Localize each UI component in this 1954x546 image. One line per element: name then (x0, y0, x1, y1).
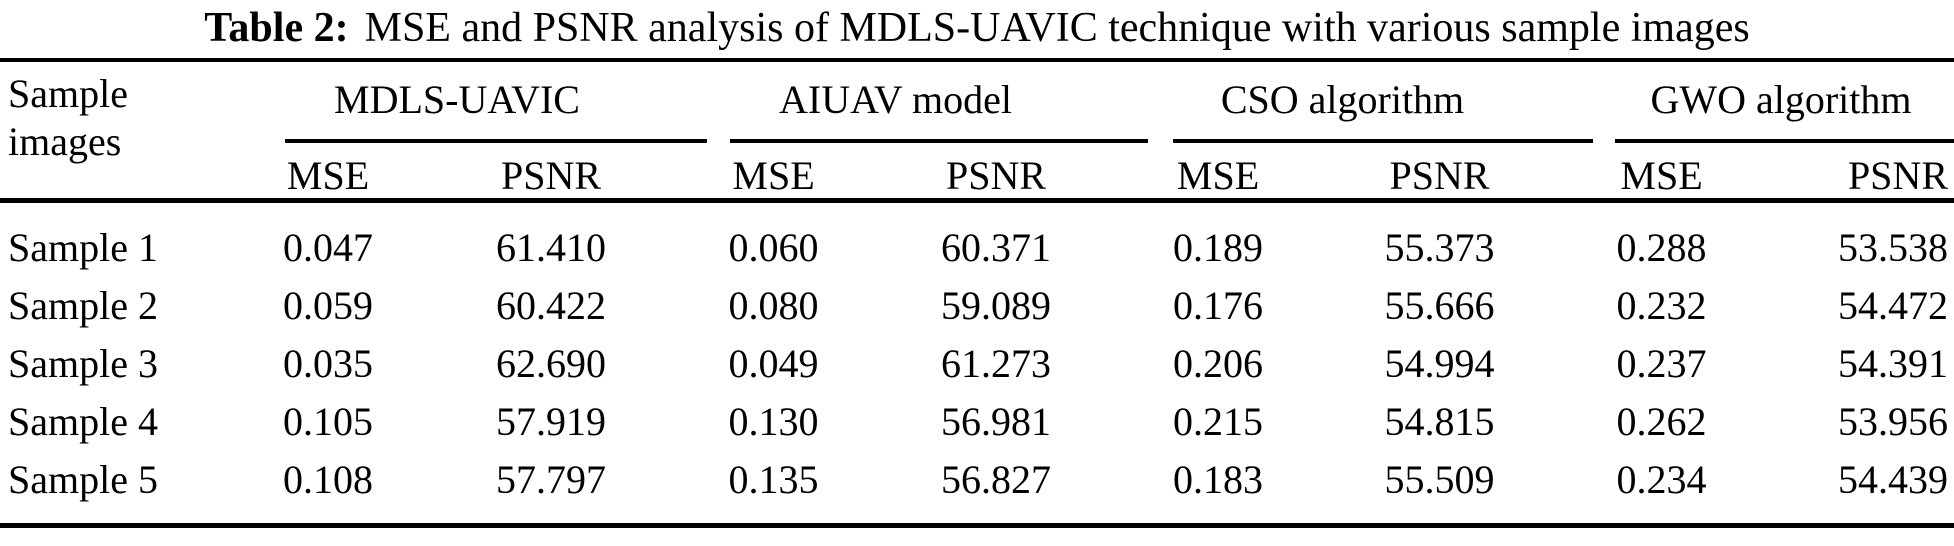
value-cell: 0.047 (283, 224, 373, 270)
value-cell: 62.690 (496, 340, 606, 386)
value-cell: 0.215 (1173, 398, 1263, 444)
value-cell: 0.234 (1616, 456, 1707, 502)
cmidrule-gwo (1615, 139, 1954, 143)
subheader-mse-2: MSE (732, 153, 815, 198)
value-cell: 61.273 (941, 340, 1051, 386)
top-rule (0, 58, 1954, 62)
value-cell: 55.509 (1384, 456, 1495, 502)
value-cell: 0.080 (728, 282, 819, 328)
table-row: Sample 3 0.035 62.690 0.049 61.273 0.206… (0, 334, 1954, 392)
row-label: Sample 2 (8, 282, 158, 328)
value-cell: 0.049 (728, 340, 819, 386)
header-rule (0, 198, 1954, 203)
value-cell: 0.059 (283, 282, 373, 328)
value-cell: 56.827 (941, 456, 1051, 502)
group-header-aiuav-model: AIUAV model (779, 76, 1012, 122)
subheader-psnr-1: PSNR (500, 153, 602, 198)
value-cell: 0.035 (283, 340, 373, 386)
value-cell: 0.288 (1616, 224, 1707, 270)
table-caption: Table 2: MSE and PSNR analysis of MDLS-UA… (0, 4, 1954, 53)
table-caption-text: MSE and PSNR analysis of MDLS-UAVIC tech… (364, 5, 1750, 51)
cmidrule-aiuav (730, 139, 1148, 143)
table-row: Sample 1 0.047 61.410 0.060 60.371 0.189… (0, 198, 1954, 276)
value-cell: 0.130 (728, 398, 819, 444)
value-cell: 60.371 (941, 224, 1051, 270)
group-header-cso-algorithm: CSO algorithm (1220, 76, 1465, 122)
value-cell: 59.089 (941, 282, 1051, 328)
value-cell: 54.472 (1838, 282, 1948, 328)
results-table: Sample images MDLS-UAVIC AIUAV model CSO… (0, 58, 1954, 508)
subheader-mse-1: MSE (286, 153, 370, 198)
subheader-row: MSE PSNR MSE PSNR MSE PSNR MSE PSNR (0, 140, 1954, 198)
value-cell: 54.994 (1384, 340, 1495, 386)
row-header-line2: images (8, 119, 122, 164)
value-cell: 0.232 (1616, 282, 1707, 328)
table-caption-label: Table 2: (204, 5, 349, 51)
value-cell: 0.262 (1616, 398, 1707, 444)
table-row: Sample 4 0.105 57.919 0.130 56.981 0.215… (0, 392, 1954, 450)
table-row: Sample 2 0.059 60.422 0.080 59.089 0.176… (0, 276, 1954, 334)
value-cell: 0.189 (1173, 224, 1263, 270)
value-cell: 60.422 (496, 282, 606, 328)
row-label: Sample 5 (8, 456, 158, 502)
value-cell: 57.919 (496, 398, 606, 444)
value-cell: 55.666 (1384, 282, 1495, 328)
cmidrule-mdls (285, 139, 707, 143)
subheader-psnr-2: PSNR (945, 153, 1047, 198)
value-cell: 61.410 (496, 224, 606, 270)
bottom-rule (0, 523, 1954, 528)
group-header-gwo-algorithm: GWO algorithm (1650, 76, 1912, 122)
subheader-mse-4: MSE (1620, 153, 1703, 198)
value-cell: 55.373 (1384, 224, 1495, 270)
group-header-row: Sample images MDLS-UAVIC AIUAV model CSO… (0, 58, 1954, 164)
value-cell: 0.237 (1616, 340, 1707, 386)
value-cell: 0.206 (1173, 340, 1263, 386)
row-header-line1: Sample (8, 71, 128, 116)
row-label: Sample 1 (8, 224, 158, 270)
subheader-psnr-3: PSNR (1389, 153, 1490, 198)
row-label: Sample 3 (8, 340, 158, 386)
value-cell: 0.060 (728, 224, 819, 270)
value-cell: 54.391 (1838, 340, 1948, 386)
value-cell: 54.815 (1384, 398, 1495, 444)
value-cell: 57.797 (496, 456, 606, 502)
value-cell: 0.135 (728, 456, 819, 502)
value-cell: 0.183 (1173, 456, 1263, 502)
subheader-mse-3: MSE (1176, 153, 1260, 198)
subheader-psnr-4: PSNR (1847, 153, 1948, 198)
table-row: Sample 5 0.108 57.797 0.135 56.827 0.183… (0, 450, 1954, 508)
value-cell: 54.439 (1838, 456, 1948, 502)
group-header-mdls-uavic: MDLS-UAVIC (334, 76, 580, 122)
cmidrule-cso (1173, 139, 1593, 143)
value-cell: 0.176 (1173, 282, 1263, 328)
value-cell: 53.956 (1838, 398, 1948, 444)
row-header-sample-images: Sample images (0, 58, 216, 198)
value-cell: 0.105 (283, 398, 373, 444)
row-label: Sample 4 (8, 398, 158, 444)
value-cell: 0.108 (283, 456, 373, 502)
value-cell: 53.538 (1838, 224, 1948, 270)
value-cell: 56.981 (941, 398, 1051, 444)
